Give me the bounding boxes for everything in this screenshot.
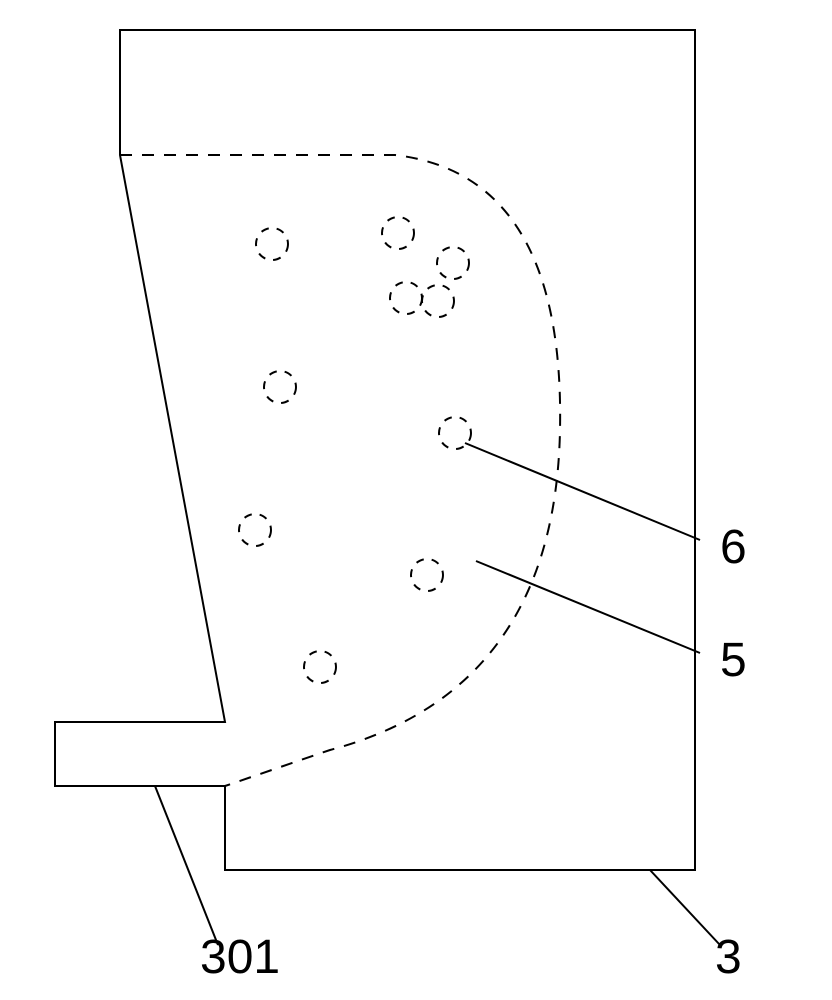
callout-label: 5	[720, 633, 747, 688]
callout-label: 6	[720, 520, 747, 575]
callout-label: 301	[200, 930, 280, 985]
hole-circle	[437, 247, 469, 279]
callout-label: 3	[715, 930, 742, 985]
technical-diagram	[0, 0, 832, 1000]
leader-line	[650, 870, 720, 945]
hole-circle	[390, 282, 422, 314]
internal-boundary	[120, 155, 560, 786]
hole-circle	[264, 371, 296, 403]
leader-line	[465, 443, 700, 540]
hole-circle	[411, 559, 443, 591]
hole-circle	[239, 514, 271, 546]
hole-circle	[422, 285, 454, 317]
hole-circle	[304, 651, 336, 683]
hole-circle	[382, 217, 414, 249]
hole-circle	[256, 228, 288, 260]
leader-line	[476, 561, 700, 653]
leader-line	[155, 786, 218, 945]
